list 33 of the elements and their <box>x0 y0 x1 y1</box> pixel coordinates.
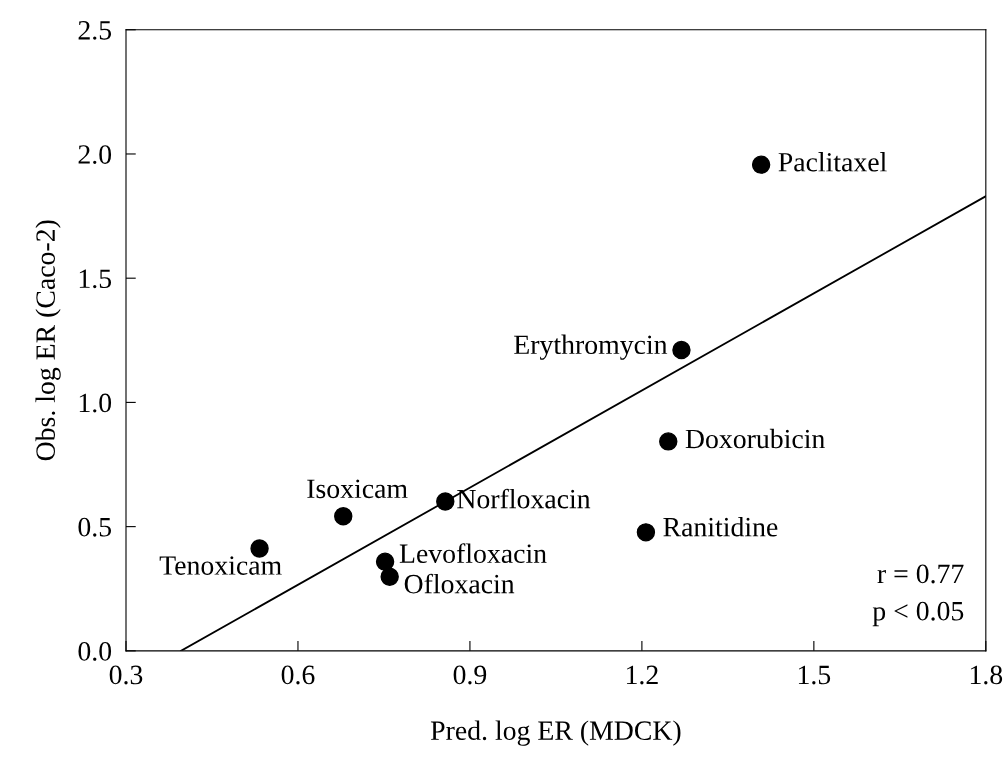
y-tick-label: 0.0 <box>78 642 112 661</box>
y-axis-title: Obs. log ER (Caco-2) <box>35 220 61 461</box>
x-tick-label: 1.2 <box>626 665 658 685</box>
annotation: p < 0.05 <box>872 601 964 627</box>
point <box>751 155 771 174</box>
x-tick-label: 0.9 <box>453 665 487 685</box>
point <box>334 506 353 526</box>
annotation: Tenoxicam <box>159 556 282 575</box>
point <box>636 523 656 542</box>
y-tick-label: 2.5 <box>78 21 112 40</box>
x-tick-label: 0.6 <box>281 665 315 685</box>
annotation: Ranitidine <box>663 516 778 537</box>
point <box>659 432 678 451</box>
annotation: Isoxicam <box>307 479 408 499</box>
y-tick-label: 0.5 <box>78 517 112 537</box>
point <box>672 340 691 360</box>
annotation: Erythromycin <box>514 334 668 360</box>
x-tick-label: 1.5 <box>798 665 831 685</box>
y-tick-label: 1.5 <box>79 269 112 289</box>
y-tick-label: 1.0 <box>79 393 112 413</box>
point <box>375 552 395 571</box>
x-axis-title: Pred. log ER (MDCK) <box>430 720 681 746</box>
point <box>380 567 399 587</box>
annotation: Paclitaxel <box>778 152 887 172</box>
annotation: Ofloxacin <box>404 573 515 594</box>
x-tick-label: 1.8 <box>970 665 1003 685</box>
annotation: Norfloxacin <box>457 488 591 509</box>
annotation: r = 0.77 <box>877 564 964 584</box>
x-tick-label: 0.3 <box>109 665 143 685</box>
annotation: Doxorubicin <box>685 428 825 449</box>
y-tick-label: 2.0 <box>78 145 112 165</box>
point <box>436 492 455 511</box>
annotation: Levofloxacin <box>399 543 547 564</box>
